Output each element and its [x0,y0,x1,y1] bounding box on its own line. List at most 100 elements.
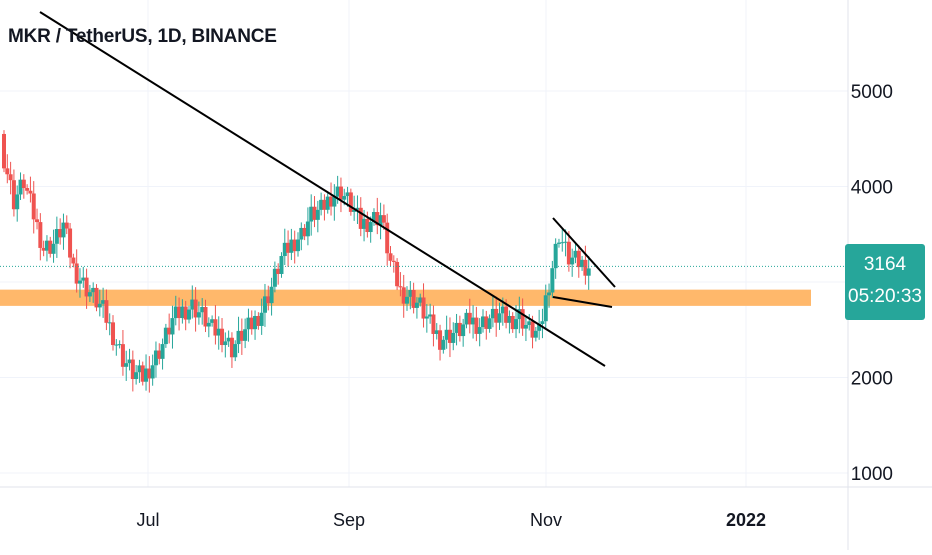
trend-line-pennant-bottom[interactable] [552,296,613,308]
candle-body [54,229,59,244]
candle-body [490,308,495,319]
candle-body [203,307,208,327]
candle-body [358,207,363,229]
candle-body [441,339,446,350]
candle-body [77,280,82,284]
time-axis-tick: Jul [136,510,159,530]
candle-body [289,239,294,253]
candle-body [457,322,462,337]
candle-body [279,256,284,274]
candle-body [454,322,459,333]
candle-body [586,268,591,276]
candle-body [35,219,40,223]
trend-line-pennant-top[interactable] [552,217,616,288]
candle-body [28,190,33,194]
candle-body [487,318,492,329]
candle-body [338,186,343,200]
candle-body [87,292,92,297]
candle-body [220,328,225,346]
trend-line-main[interactable] [39,11,606,367]
candle-body [477,327,482,334]
candle-body [520,309,525,329]
candle-body [140,365,145,382]
candle-body [196,312,201,318]
candle-body [375,212,380,226]
candle-body [256,315,261,326]
candle-body [405,296,410,304]
candle-body [160,344,165,359]
candle-body [332,196,337,207]
candle-body [497,313,502,323]
candle-body [504,306,509,323]
candle-body [117,344,122,346]
candle-body [556,242,561,244]
candle-body [325,196,330,210]
candle-body [530,321,535,338]
candle-body [467,312,472,325]
candle-body [91,287,96,293]
candle-body [471,317,476,325]
candle-body [484,316,489,329]
candle-body [223,341,228,346]
time-axis-tick: Sep [333,510,365,530]
candle-body [286,242,291,253]
candle-body [424,316,429,319]
candle-body [494,308,499,323]
candle-body [378,215,383,226]
candle-body [342,196,347,200]
candle-body [25,188,30,191]
candle-body [259,312,264,326]
candle-body [553,243,558,269]
candle-body [299,227,304,240]
price-axis-tick: 4000 [851,178,893,199]
candle-body [355,207,360,210]
candle-body [451,332,456,343]
candle-body [249,317,254,330]
candle-body [388,253,393,261]
candle-body [153,350,158,366]
candle-body [533,330,538,338]
candle-body [540,321,545,325]
candle-body [514,319,519,330]
candle-body [157,350,162,359]
candle-body [163,327,168,345]
candle-body [315,209,320,220]
candle-body [107,322,112,324]
candle-body [576,250,581,268]
candle-body [213,319,218,336]
candle-body [302,227,307,237]
candle-body [5,168,10,175]
candle-body [272,268,277,287]
candle-body [104,300,109,323]
candle-body [8,174,13,181]
candle-body [127,359,132,364]
candle-body [239,330,244,341]
candle-body [97,303,102,308]
candle-body [84,277,89,297]
candle-body [71,257,76,264]
candle-body [517,309,522,320]
candle-body [44,240,49,251]
candle-body [362,218,367,229]
candle-body [15,194,20,210]
candle-body [210,319,215,323]
candle-body [312,206,317,220]
candle-body [395,261,400,287]
candle-body [120,344,125,367]
candle-body [408,290,413,297]
candle-body [68,228,73,258]
candle-body [523,324,528,329]
candle-body [296,239,300,252]
candle-body [391,260,396,262]
candle-body [282,242,287,257]
candle-body [236,330,241,345]
candle-body [74,263,79,284]
candle-body [401,287,406,304]
candle-body [269,286,274,304]
candle-body [309,206,314,222]
candle-body [480,316,485,328]
candle-body [170,318,175,335]
candle-body [566,241,571,265]
